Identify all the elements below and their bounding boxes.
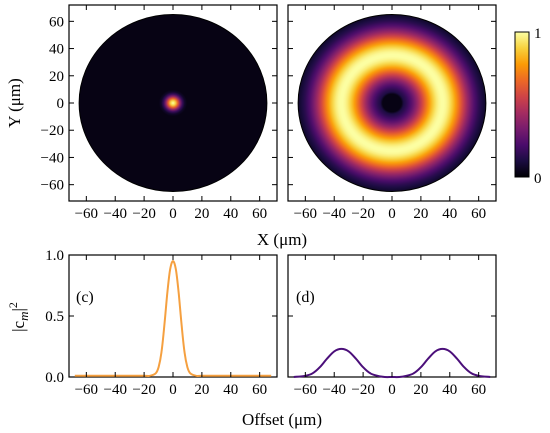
panel-d: (d) −60 −40 −20 0 20 40 60 [287,254,497,398]
x-tick-label: −40 [322,382,345,398]
colorbar-min-label: 0 [534,171,542,187]
x-tick-label: 40 [223,382,238,398]
x-tick-label: −60 [75,206,98,222]
x-tick-label: 60 [471,206,486,222]
x-axis-title: X (μm) [257,230,307,249]
x-tick-label: 0 [388,382,396,398]
panel-d-ticks: −60 −40 −20 0 20 40 60 [288,254,496,398]
x-tick-label: 60 [471,382,486,398]
panel-a: (a) −60 −40 −20 0 20 40 60 −60 −40 −20 0 20 40 60 [41,4,278,222]
x-tick-label: 40 [442,382,457,398]
y-tick-label: 40 [49,42,64,58]
x-tick-label: −20 [351,382,374,398]
y-tick-label: −20 [41,123,64,139]
x-tick-label: 60 [252,206,267,222]
x-tick-label: 0 [169,206,177,222]
colorbar: 1 0 [514,26,542,187]
x-tick-label: −40 [322,206,345,222]
colorbar-max-label: 1 [534,26,542,42]
x-tick-label: −40 [103,382,126,398]
x-tick-label: 20 [194,382,209,398]
y-tick-label: −60 [41,178,64,194]
x-tick-label: 40 [223,206,238,222]
ylabel-bottom: |cm|2 [6,302,31,332]
x-tick-label: 20 [413,382,428,398]
y-tick-label: 20 [49,69,64,85]
y-tick-label: 0.0 [45,370,64,386]
x-tick-label: 0 [388,206,396,222]
panel-b-ticks: −60 −40 −20 0 20 40 60 [288,5,496,222]
x-axis-title-bottom: Offset (μm) [242,410,322,429]
x-tick-label: 40 [442,206,457,222]
y-tick-label: 0.5 [45,309,64,325]
y-axis-title: Y (μm) [5,78,24,128]
x-tick-label: 0 [169,382,177,398]
panel-c-ticks: −60 −40 −20 0 20 40 60 0.0 0.5 1.0 [45,248,277,398]
y-tick-label: −40 [41,150,64,166]
panel-c: (c) −60 −40 −20 0 20 40 60 0.0 0.5 1.0 [45,248,278,398]
x-tick-label: −20 [132,206,155,222]
x-tick-label: −20 [351,206,374,222]
panel-a-heatmap [78,14,268,192]
x-tick-label: 20 [413,206,428,222]
panel-a-ticks: −60 −40 −20 0 20 40 60 −60 −40 −20 0 20 40 60 [41,5,277,222]
panel-b: (b) −60 −40 −20 0 20 40 60 [287,4,497,222]
x-tick-label: −60 [294,206,317,222]
y-tick-label: 60 [49,14,64,30]
colorbar-gradient [514,31,530,178]
y-tick-label: 0 [57,96,65,112]
panel-d-label: (d) [296,289,315,306]
x-tick-label: 20 [194,206,209,222]
panel-d-frame [287,254,497,378]
panel-a-label: (a) [76,13,94,30]
panel-b-heatmap [297,14,487,192]
aperture-disk [78,14,268,192]
y-tick-label: 1.0 [45,248,64,264]
aperture-disk [297,14,487,192]
panel-b-label: (b) [296,13,315,30]
panel-c-series-line [74,260,272,377]
x-tick-label: 60 [252,382,267,398]
x-tick-label: −60 [294,382,317,398]
x-tick-label: −20 [132,382,155,398]
panel-c-label: (c) [76,289,94,306]
panel-c-frame [68,254,278,378]
x-tick-label: −40 [103,206,126,222]
x-tick-label: −60 [75,382,98,398]
